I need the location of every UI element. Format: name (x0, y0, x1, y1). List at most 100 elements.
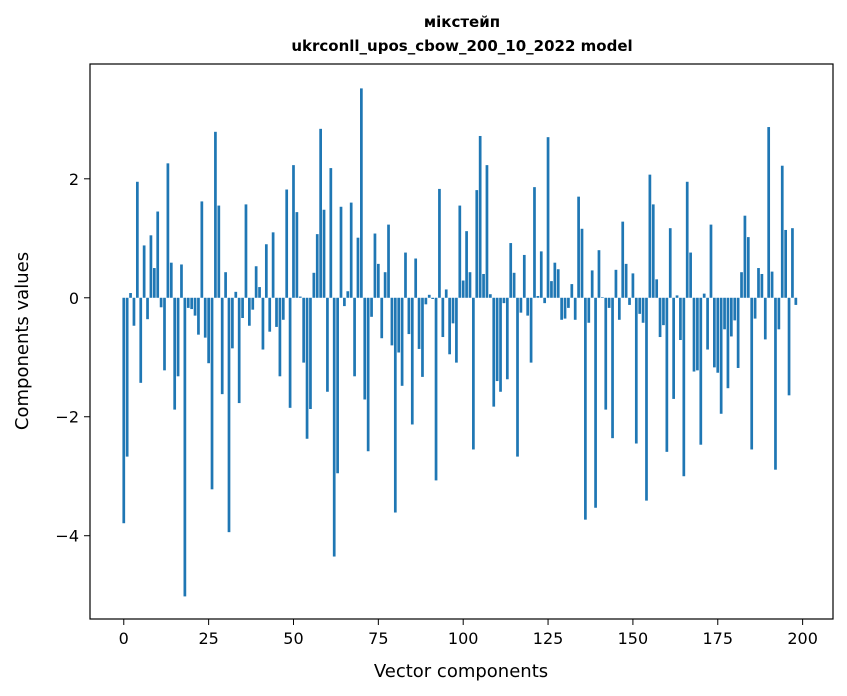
bar (648, 174, 652, 298)
bar (241, 297, 244, 319)
bar (264, 244, 268, 298)
bar (488, 294, 492, 298)
y-tick-label: 0 (69, 289, 79, 308)
bar (397, 297, 401, 353)
bar (529, 297, 533, 363)
bar (193, 297, 197, 316)
bar (380, 297, 384, 339)
bar (672, 297, 675, 399)
bar (512, 272, 516, 298)
bar (774, 297, 777, 470)
bar (319, 128, 322, 298)
bar (410, 297, 414, 425)
bar (658, 297, 662, 338)
bar (339, 206, 343, 298)
x-tick-label: 0 (119, 629, 129, 648)
bar (152, 268, 156, 298)
bar (777, 297, 781, 330)
y-tick-label: −2 (55, 408, 79, 427)
x-tick-label: 125 (533, 629, 564, 648)
bar (346, 291, 350, 298)
bar (628, 297, 631, 305)
bar (142, 245, 146, 298)
bar (550, 281, 553, 298)
bar (702, 293, 706, 298)
bar (281, 297, 285, 320)
x-tick-label: 25 (198, 629, 218, 648)
bar (505, 297, 509, 380)
bar (244, 204, 248, 298)
bar (366, 297, 370, 452)
bar (553, 262, 557, 298)
bar (794, 297, 798, 305)
bar (285, 189, 289, 298)
bar (692, 297, 696, 372)
bar (570, 284, 574, 298)
bar (665, 297, 669, 452)
bar (349, 202, 353, 298)
bar (438, 188, 441, 298)
bar (125, 297, 129, 457)
bar (407, 297, 411, 335)
bar (363, 297, 367, 400)
bar (787, 297, 791, 396)
bar (567, 297, 570, 308)
bar (261, 297, 265, 350)
chart-title: мікстейп (424, 13, 500, 31)
bar (536, 295, 540, 298)
bar (455, 297, 458, 363)
bar (699, 297, 703, 445)
bar (414, 258, 418, 298)
bar (638, 297, 642, 314)
bar (740, 272, 743, 298)
bar (729, 297, 733, 337)
bar (451, 297, 455, 324)
bar (624, 263, 628, 298)
bar (387, 224, 390, 298)
bar (169, 262, 173, 298)
bar (584, 297, 587, 520)
bar (706, 297, 709, 350)
bars-group (122, 88, 798, 597)
bar (390, 297, 394, 346)
bar (458, 205, 462, 298)
bar (662, 297, 665, 326)
bar (601, 297, 604, 298)
bar (461, 280, 465, 298)
bar (166, 163, 170, 298)
bar (743, 215, 747, 298)
bar (757, 268, 760, 298)
bar (736, 297, 740, 368)
bar (611, 297, 614, 439)
bar (421, 297, 424, 377)
bar (668, 228, 672, 298)
bar (383, 272, 387, 298)
bar (444, 289, 448, 298)
bar (332, 297, 336, 557)
bar (580, 228, 584, 298)
bar (139, 297, 143, 383)
bar (556, 269, 560, 298)
bar (220, 297, 224, 395)
bar (227, 297, 231, 533)
bar (278, 297, 282, 377)
bar (135, 181, 139, 298)
bar (448, 297, 451, 355)
bar (716, 297, 720, 373)
bar (163, 297, 166, 371)
bar (417, 297, 421, 349)
bar (685, 181, 689, 298)
bar (254, 266, 258, 298)
bar (210, 297, 214, 490)
bar (760, 273, 764, 298)
bar (767, 127, 771, 298)
bar (604, 297, 608, 410)
bar (563, 297, 567, 319)
bar (634, 297, 638, 444)
bar (186, 297, 190, 308)
bar (312, 272, 316, 298)
bar (129, 293, 132, 298)
bar (682, 297, 686, 477)
y-tick-label: 2 (69, 170, 79, 189)
bar (427, 294, 431, 298)
